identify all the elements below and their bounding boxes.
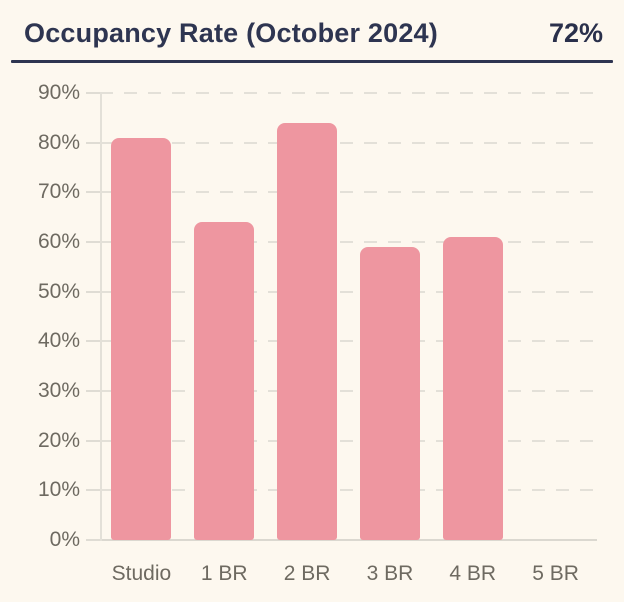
x-tick-label: 4 BR	[449, 562, 497, 585]
x-tick-label: 1 BR	[200, 562, 248, 585]
y-tick	[86, 539, 100, 541]
y-tick-label: 40%	[37, 329, 80, 353]
y-tick-label: 30%	[37, 379, 80, 402]
gridline-10	[100, 489, 597, 492]
y-tick	[86, 489, 100, 492]
gridline-50	[100, 290, 597, 293]
y-tick	[86, 390, 100, 392]
y-tick	[86, 290, 100, 293]
gridline-90	[100, 92, 597, 94]
x-tick-label: 3 BR	[366, 562, 414, 585]
x-tick-label: 5 BR	[532, 562, 579, 585]
x-tick-label: 2 BR	[283, 562, 331, 585]
header-divider	[11, 60, 613, 63]
x-axis-line	[92, 539, 597, 541]
y-tick-label: 20%	[37, 428, 80, 452]
gridline-80	[100, 141, 597, 144]
y-tick	[86, 241, 100, 243]
y-tick-label: 60%	[37, 230, 80, 253]
y-tick	[86, 340, 100, 343]
gridline-20	[100, 439, 597, 442]
y-tick	[86, 141, 100, 144]
gridline-70	[100, 191, 597, 194]
y-tick	[86, 92, 100, 94]
bar-studio	[111, 137, 172, 540]
chart-header: Occupancy Rate (October 2024) 72%	[0, 0, 624, 56]
chart-title: Occupancy Rate (October 2024)	[24, 17, 438, 48]
bar-2-br	[277, 122, 338, 540]
y-tick-label: 70%	[37, 180, 80, 204]
y-tick	[86, 439, 100, 442]
y-tick	[86, 191, 100, 194]
bar-4-br	[442, 237, 503, 540]
gridline-30	[100, 390, 597, 392]
gridline-60	[100, 241, 597, 243]
y-tick-label: 80%	[37, 130, 80, 154]
y-tick-label: 50%	[37, 279, 80, 303]
bar-1-br	[194, 222, 255, 540]
y-tick-label: 10%	[37, 478, 80, 502]
y-tick-label: 0%	[49, 528, 80, 551]
y-tick-label: 90%	[37, 81, 80, 104]
y-axis-line	[100, 93, 102, 541]
headline-value: 72%	[548, 17, 603, 48]
gridline-40	[100, 340, 597, 343]
x-tick-label: Studio	[111, 562, 172, 585]
bar-3-br	[359, 246, 420, 540]
